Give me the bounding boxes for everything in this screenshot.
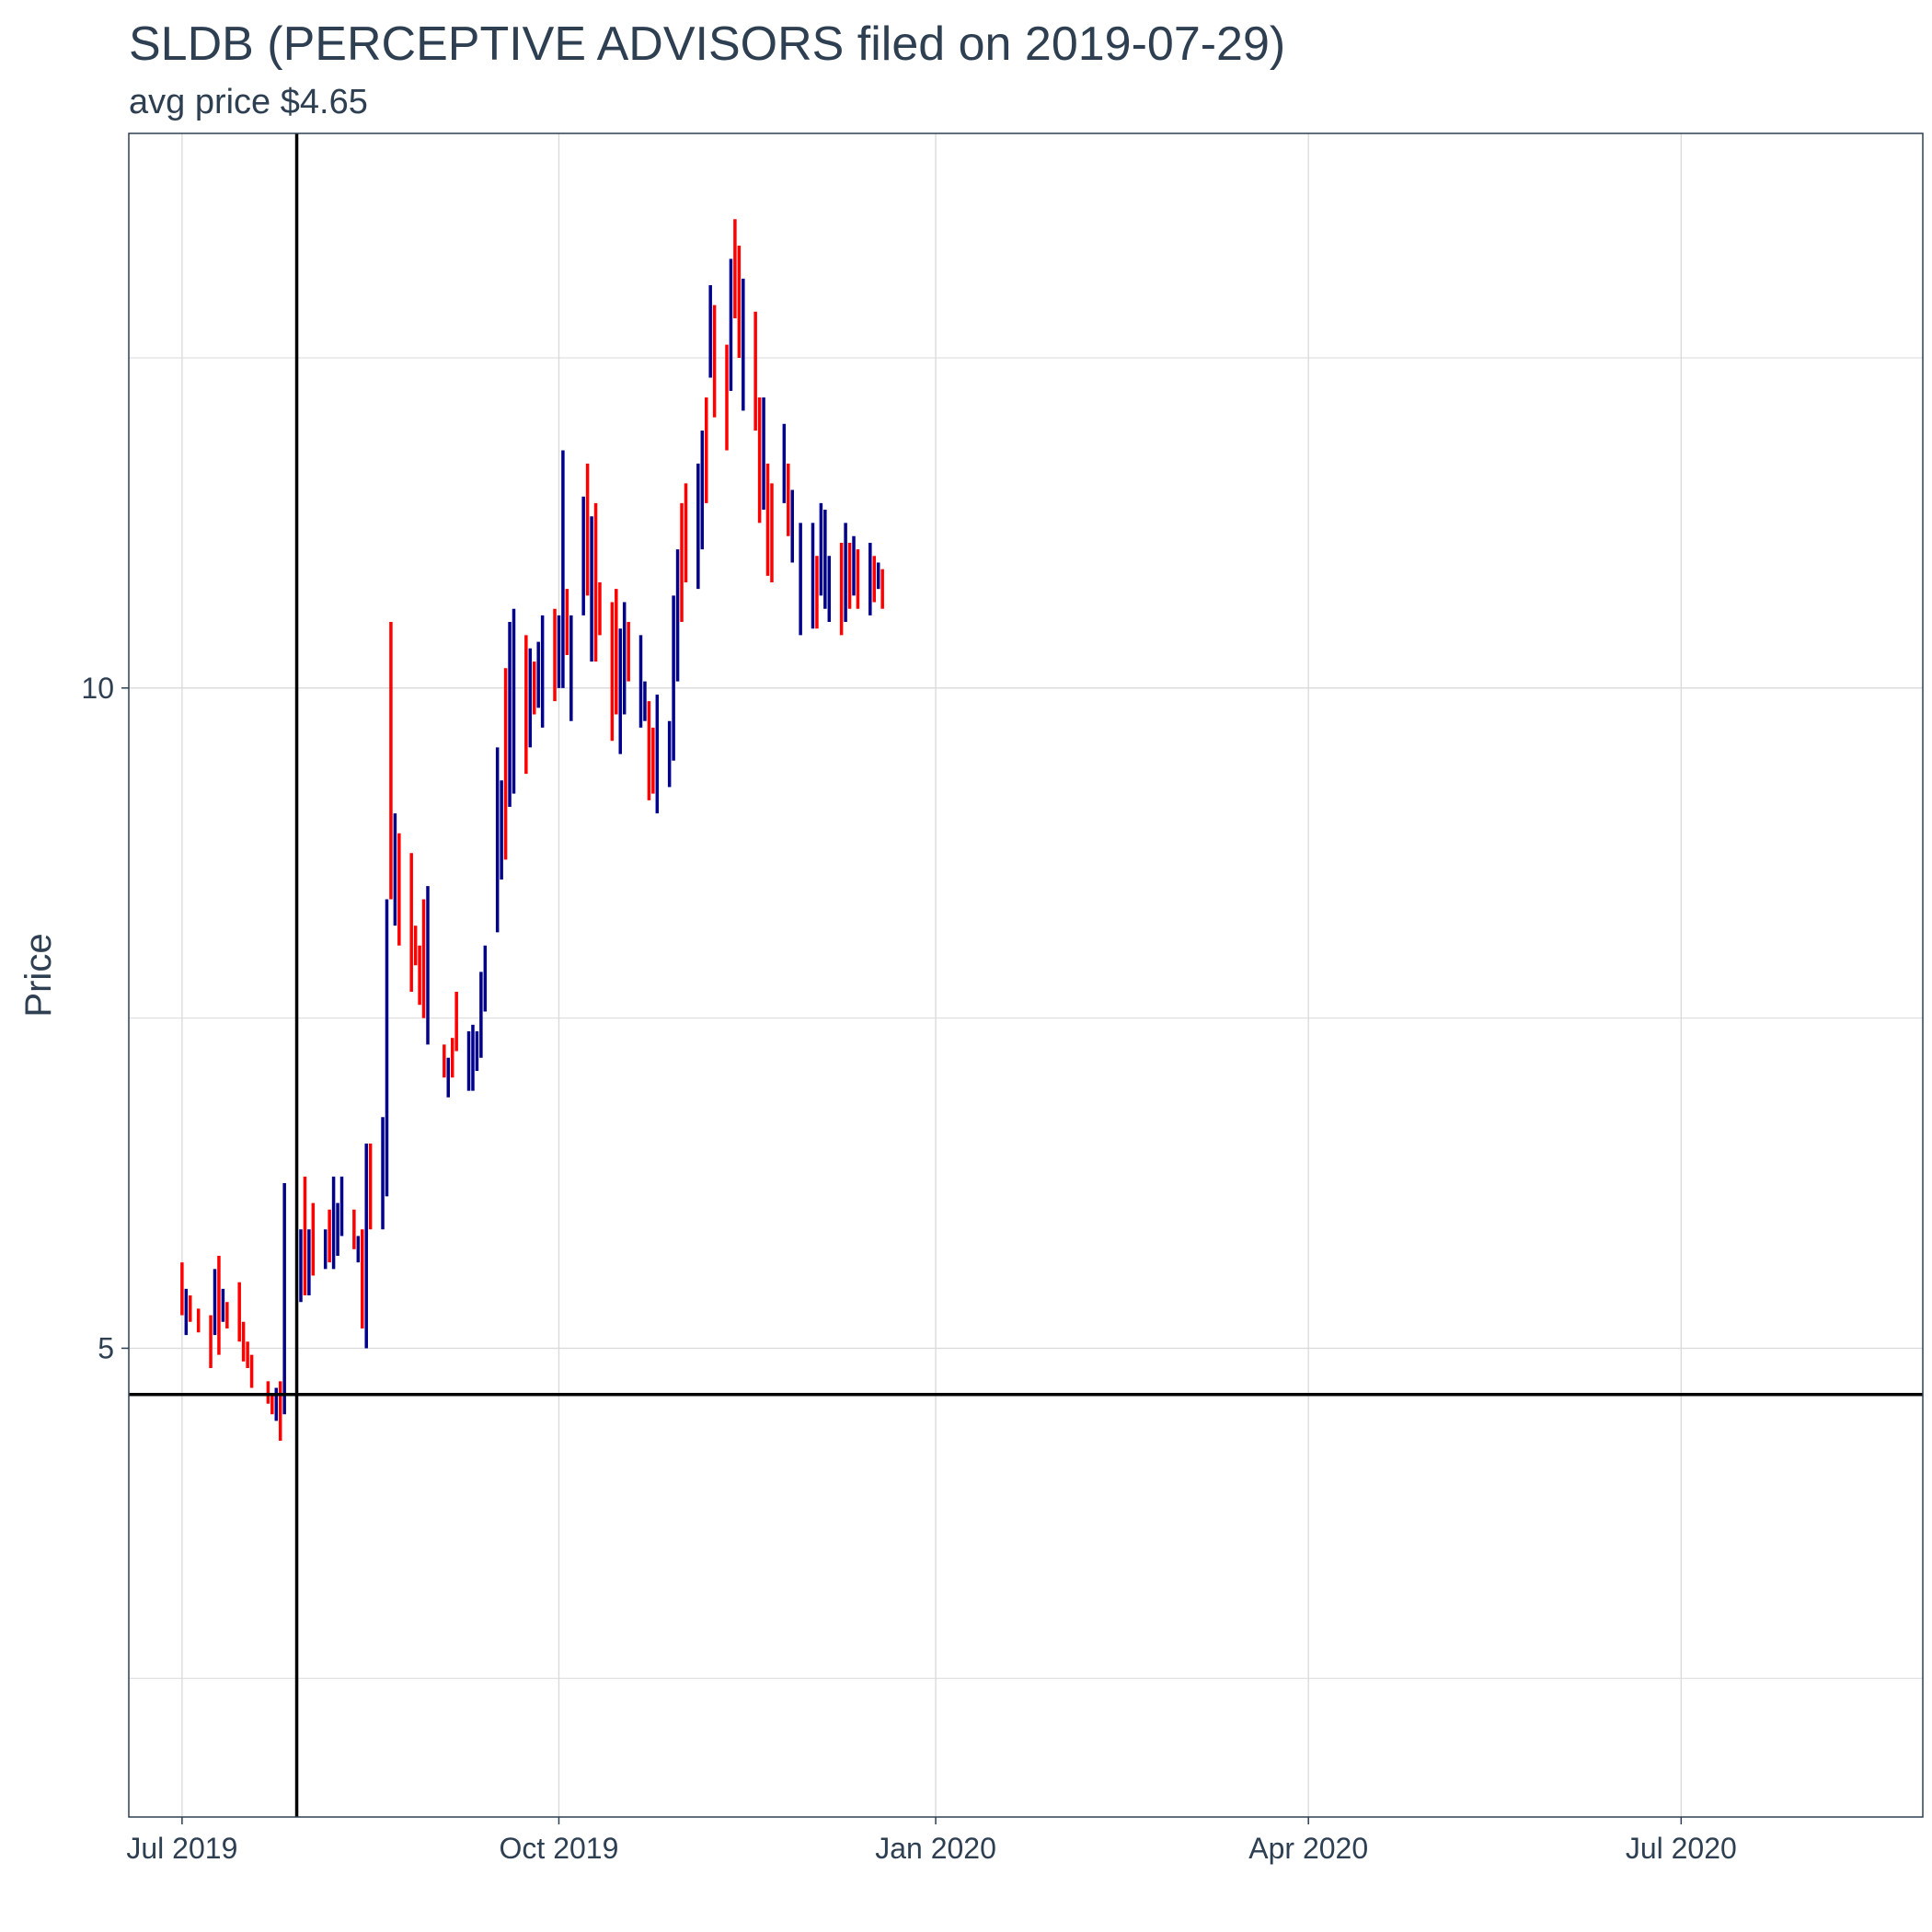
y-tick-label: 5 xyxy=(98,1331,114,1364)
x-tick-label: Oct 2019 xyxy=(500,1832,619,1865)
y-tick-label: 10 xyxy=(81,672,114,705)
y-axis: 5 10 xyxy=(81,672,129,1364)
x-tick-label: Jul 2019 xyxy=(126,1832,237,1865)
x-tick-label: Apr 2020 xyxy=(1248,1832,1368,1865)
panel-border xyxy=(128,132,1924,1818)
x-axis: Jul 2019 Oct 2019 Jan 2020 Apr 2020 Jul 2020 xyxy=(126,1817,1737,1865)
grid-lines xyxy=(129,133,1923,1817)
reference-lines xyxy=(129,133,1923,1817)
ohlc-bars xyxy=(180,219,884,1441)
chart-subtitle: avg price $4.65 xyxy=(129,83,368,121)
chart-title: SLDB (PERCEPTIVE ADVISORS filed on 2019-… xyxy=(129,17,1286,71)
x-tick-label: Jul 2020 xyxy=(1626,1832,1737,1865)
x-tick-label: Jan 2020 xyxy=(875,1832,996,1865)
y-axis-title: Price xyxy=(18,933,59,1017)
